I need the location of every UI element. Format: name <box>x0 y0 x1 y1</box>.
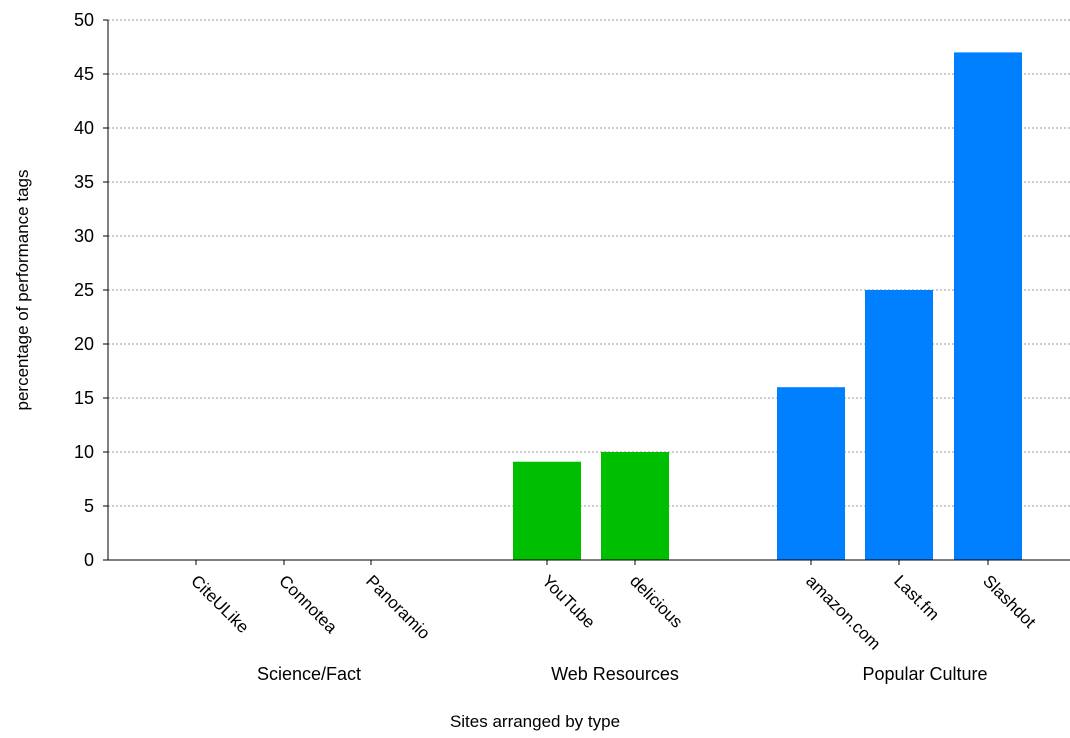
y-tick-label: 40 <box>74 118 94 138</box>
bar-delicious <box>601 452 669 560</box>
category-label: amazon.com <box>802 571 884 653</box>
y-tick-label: 15 <box>74 388 94 408</box>
group-label: Web Resources <box>551 664 679 684</box>
y-tick-labels: 0 5 10 15 20 25 30 35 40 45 50 <box>74 10 108 570</box>
y-tick-label: 50 <box>74 10 94 30</box>
y-tick-label: 30 <box>74 226 94 246</box>
y-tick-label: 45 <box>74 64 94 84</box>
category-label: YouTube <box>538 571 599 632</box>
bar-amazon-com <box>777 387 845 560</box>
bar-slashdot <box>954 52 1022 561</box>
category-label: Slashdot <box>979 571 1039 631</box>
y-tick-label: 5 <box>84 496 94 516</box>
group-label: Science/Fact <box>257 664 361 684</box>
x-tick-marks <box>195 560 989 565</box>
y-tick-label: 0 <box>84 550 94 570</box>
category-label: delicious <box>626 571 686 631</box>
bars <box>513 52 1022 561</box>
y-tick-label: 10 <box>74 442 94 462</box>
y-tick-label: 25 <box>74 280 94 300</box>
category-label: CiteULike <box>187 571 253 637</box>
y-tick-label: 20 <box>74 334 94 354</box>
bar-last-fm <box>865 290 933 560</box>
y-axis-title: percentage of performance tags <box>13 170 32 411</box>
group-labels: Science/Fact Web Resources Popular Culture <box>257 664 988 684</box>
group-label: Popular Culture <box>862 664 987 684</box>
grid-lines <box>108 19 1070 507</box>
y-tick-label: 35 <box>74 172 94 192</box>
category-labels: CiteULike Connotea Panoramio YouTube delicio… <box>187 571 1039 653</box>
category-label: Panoramio <box>362 571 434 643</box>
category-label: Connotea <box>275 571 341 637</box>
x-axis-title: Sites arranged by type <box>450 712 620 731</box>
bar-youtube <box>513 461 581 560</box>
category-label: Last.fm <box>890 571 943 624</box>
